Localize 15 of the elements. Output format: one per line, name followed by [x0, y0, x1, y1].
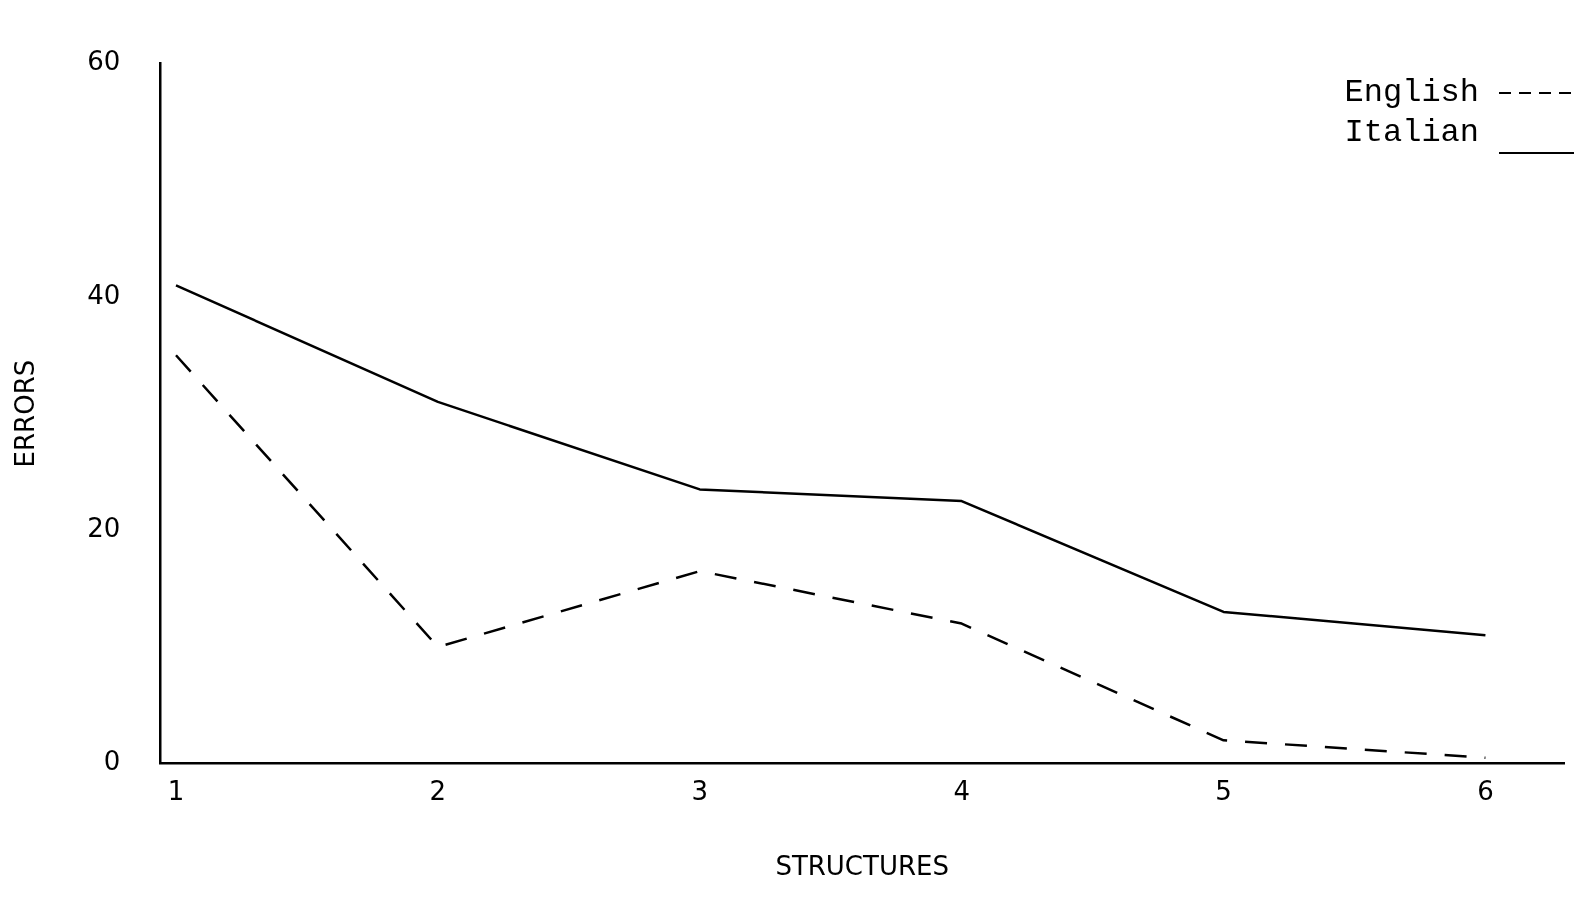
y-tick-label: 0	[103, 746, 121, 777]
legend-label: English	[1344, 74, 1479, 112]
line-series	[174, 354, 1487, 760]
x-axis-title: STRUCTURES	[775, 851, 949, 882]
y-tick-label: 20	[87, 513, 121, 544]
x-tick-label: 2	[429, 775, 447, 806]
x-tick-label: 4	[953, 775, 970, 806]
x-tick-label: 5	[1215, 775, 1232, 806]
y-axis-title: ERRORS	[10, 359, 41, 468]
x-tick-label: 1	[167, 775, 185, 806]
legend-label: Italian	[1344, 114, 1479, 152]
x-tick-label: 3	[691, 775, 709, 806]
x-tick-label: 6	[1477, 775, 1494, 806]
y-tick-label: 40	[87, 279, 121, 310]
y-tick-label: 60	[87, 46, 121, 77]
